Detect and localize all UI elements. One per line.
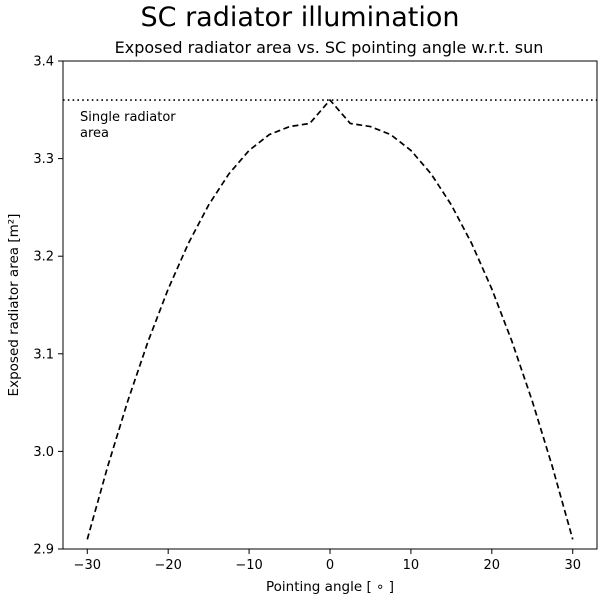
- y-tick-label: 3.1: [33, 347, 54, 362]
- x-tick-label: 10: [403, 558, 420, 573]
- x-tick-label: −30: [74, 558, 101, 573]
- series-group: [86, 99, 574, 540]
- y-axis-label-text: Exposed radiator area: [6, 247, 22, 396]
- x-tick-label: 30: [564, 558, 581, 573]
- y-tick-label: 3.4: [33, 55, 54, 70]
- chart-suptitle: SC radiator illumination: [141, 2, 460, 33]
- y-tick-label: 3.0: [33, 445, 54, 460]
- x-axis-label-text: Pointing angle: [266, 579, 362, 595]
- chart-title: Exposed radiator area vs. SC pointing an…: [115, 38, 544, 57]
- x-axis-label-unit: [ ∘ ]: [366, 579, 394, 595]
- y-axis-label-unit: [m²]: [6, 214, 22, 243]
- x-axis-label: Pointing angle [ ∘ ]: [266, 579, 394, 595]
- plot-frame: [62, 60, 598, 550]
- y-tick-label: 2.9: [33, 543, 54, 558]
- x-tick-label: 20: [484, 558, 501, 573]
- exposed-area-series-line: [86, 99, 574, 540]
- y-tick-label: 3.3: [33, 152, 54, 167]
- x-tick-label: −20: [154, 558, 181, 573]
- y-axis-label: Exposed radiator area [m²]: [6, 214, 22, 397]
- x-tick-label: 0: [326, 558, 334, 573]
- x-tick-label: −10: [235, 558, 262, 573]
- annotation-line-1: Single radiator: [80, 110, 176, 125]
- y-tick-label: 3.2: [33, 250, 54, 265]
- annotation-line-2: area: [80, 126, 109, 141]
- axis-ticks: −30 −20 −10 0 10 20 30 2.9 3.0 3.1 3.2 3.3 3.4: [33, 55, 581, 574]
